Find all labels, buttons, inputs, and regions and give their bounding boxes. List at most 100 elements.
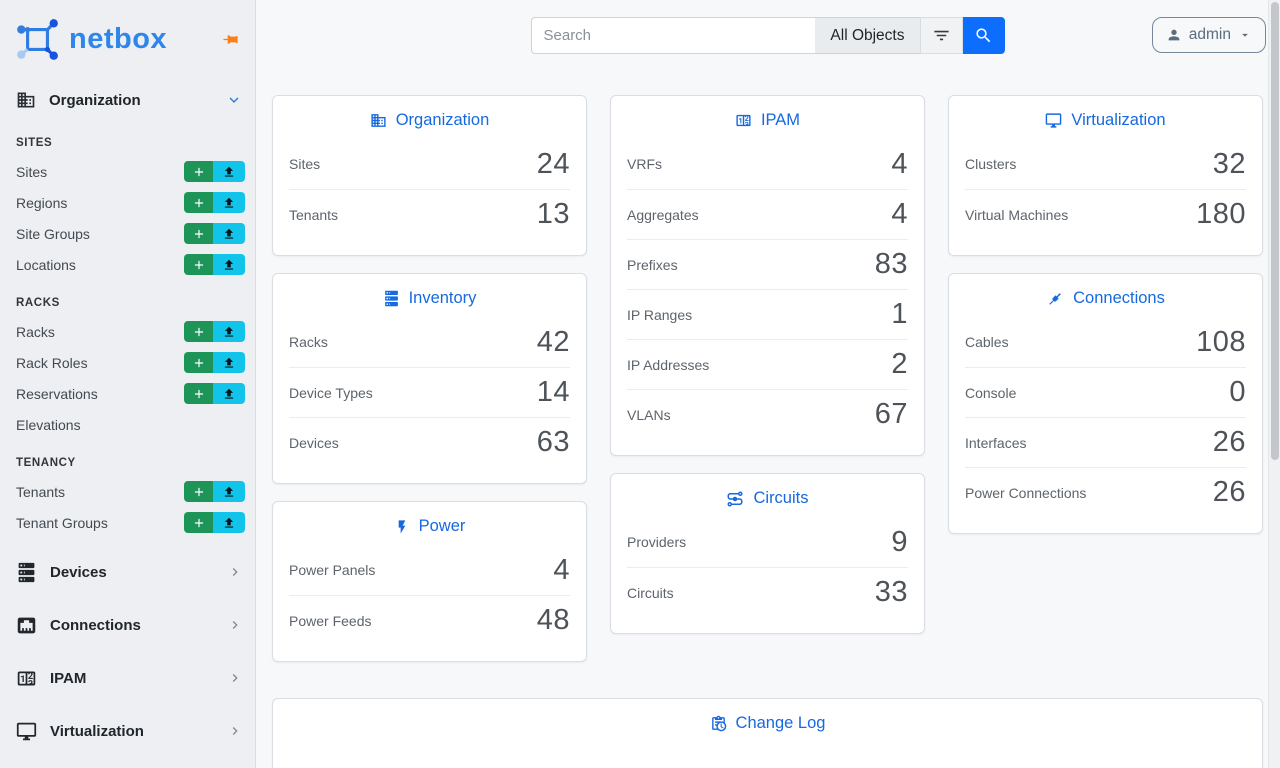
- stat-value[interactable]: 13: [536, 198, 570, 230]
- pin-sidebar-icon[interactable]: [222, 31, 239, 48]
- add-button[interactable]: [184, 223, 213, 244]
- stat-value[interactable]: 26: [1212, 476, 1246, 508]
- stat-row: Cables 108: [965, 317, 1246, 367]
- stat-value[interactable]: 33: [874, 576, 908, 608]
- card-title-link[interactable]: Circuits: [611, 474, 924, 517]
- sidebar-link[interactable]: Reservations: [16, 385, 98, 402]
- stat-value[interactable]: 24: [536, 147, 570, 180]
- page-scrollbar: [1268, 0, 1280, 768]
- sidebar-item-organization[interactable]: Organization: [0, 80, 255, 120]
- card-title-link[interactable]: Power: [273, 502, 586, 545]
- stat-value[interactable]: 48: [536, 604, 570, 636]
- stat-value[interactable]: 4: [891, 198, 908, 230]
- search-button[interactable]: [962, 17, 1005, 54]
- caret-down-icon: [1238, 28, 1252, 42]
- import-button[interactable]: [213, 352, 245, 373]
- sidebar-link[interactable]: Regions: [16, 194, 68, 211]
- brand-wordmark[interactable]: netbox: [69, 22, 168, 55]
- sidebar-link[interactable]: Tenant Groups: [16, 514, 108, 531]
- stat-row: Power Feeds 48: [289, 595, 570, 645]
- card-title-text: IPAM: [760, 111, 801, 129]
- stat-label: Console: [965, 384, 1017, 401]
- card-title-link[interactable]: Organization: [273, 96, 586, 139]
- stat-value[interactable]: 180: [1196, 198, 1246, 230]
- import-button[interactable]: [213, 223, 245, 244]
- sidebar-link[interactable]: Rack Roles: [16, 354, 88, 371]
- sidebar-group-racks: RACKS: [16, 297, 60, 309]
- stat-value[interactable]: 26: [1212, 426, 1246, 458]
- stat-value[interactable]: 4: [553, 553, 570, 586]
- card-title-link[interactable]: Connections: [949, 274, 1262, 317]
- chevron-down-icon: [225, 91, 243, 109]
- stat-value[interactable]: 108: [1196, 325, 1246, 358]
- import-button[interactable]: [213, 161, 245, 182]
- stat-label: Sites: [289, 156, 321, 172]
- user-icon: [1166, 27, 1182, 43]
- sidebar-item-label: Devices: [50, 563, 107, 581]
- stat-value[interactable]: 4: [891, 147, 908, 180]
- clipboard-clock-icon: [710, 715, 727, 732]
- sidebar-group-tenancy: TENANCY: [16, 457, 76, 469]
- import-button[interactable]: [213, 512, 245, 533]
- add-button[interactable]: [184, 321, 213, 342]
- sidebar-item-label: Organization: [49, 91, 141, 109]
- monitor-icon: [1045, 112, 1062, 129]
- stat-label: Power Panels: [289, 562, 376, 578]
- sidebar-item-connections[interactable]: Connections: [0, 606, 255, 644]
- import-button[interactable]: [213, 383, 245, 404]
- add-button[interactable]: [184, 512, 213, 533]
- sidebar-item-ipam[interactable]: IPAM: [0, 659, 255, 697]
- card-title-link[interactable]: Virtualization: [949, 96, 1262, 139]
- import-button[interactable]: [213, 481, 245, 502]
- search-scope-select[interactable]: All Objects: [815, 17, 920, 54]
- scrollbar-thumb[interactable]: [1271, 2, 1279, 460]
- sidebar-link[interactable]: Site Groups: [16, 225, 90, 242]
- card-title-link[interactable]: Inventory: [273, 274, 586, 317]
- stat-row: Console 0: [965, 367, 1246, 417]
- stat-value[interactable]: 83: [874, 248, 908, 280]
- stat-value[interactable]: 0: [1229, 376, 1246, 408]
- sidebar-link[interactable]: Sites: [16, 163, 48, 180]
- stat-value[interactable]: 67: [874, 398, 908, 430]
- add-button[interactable]: [184, 383, 213, 404]
- stat-value[interactable]: 32: [1212, 147, 1246, 180]
- add-button[interactable]: [184, 161, 213, 182]
- user-menu-button[interactable]: admin: [1151, 17, 1266, 53]
- import-button[interactable]: [213, 192, 245, 213]
- netbox-logo-icon[interactable]: [14, 16, 60, 62]
- stat-label: VRFs: [627, 156, 662, 172]
- stat-value[interactable]: 63: [536, 426, 570, 458]
- sidebar-item-devices[interactable]: Devices: [0, 553, 255, 591]
- filter-icon: [932, 26, 951, 45]
- add-button[interactable]: [184, 352, 213, 373]
- stat-value[interactable]: 14: [536, 376, 570, 408]
- import-button[interactable]: [213, 254, 245, 275]
- server-icon: [383, 290, 400, 307]
- add-button[interactable]: [184, 254, 213, 275]
- add-button[interactable]: [184, 192, 213, 213]
- sidebar-item-virtualization[interactable]: Virtualization: [0, 712, 255, 750]
- add-button[interactable]: [184, 481, 213, 502]
- stat-row: Device Types 14: [289, 367, 570, 417]
- search-input[interactable]: [530, 17, 816, 54]
- import-button[interactable]: [213, 321, 245, 342]
- stat-row: Racks 42: [289, 317, 570, 367]
- card-title-link[interactable]: Change Log: [273, 699, 1262, 742]
- stat-label: Aggregates: [627, 206, 699, 223]
- card-changelog: Change Log: [272, 698, 1263, 768]
- stat-label: Clusters: [965, 156, 1017, 172]
- chevron-right-icon: [227, 564, 243, 580]
- sidebar-link[interactable]: Locations: [16, 256, 76, 273]
- filter-button[interactable]: [919, 17, 963, 54]
- sidebar-link[interactable]: Racks: [16, 323, 55, 340]
- sidebar-link[interactable]: Tenants: [16, 483, 66, 500]
- brand-header: netbox: [0, 0, 255, 76]
- card-title-link[interactable]: IPAM: [611, 96, 924, 139]
- sidebar-link[interactable]: Elevations: [16, 416, 81, 433]
- stat-value[interactable]: 42: [536, 325, 570, 358]
- stat-value[interactable]: 1: [891, 298, 908, 330]
- stat-value[interactable]: 9: [891, 525, 908, 558]
- stat-label: Interfaces: [965, 434, 1027, 451]
- stat-value[interactable]: 2: [891, 348, 908, 380]
- stat-label: VLANs: [627, 406, 671, 423]
